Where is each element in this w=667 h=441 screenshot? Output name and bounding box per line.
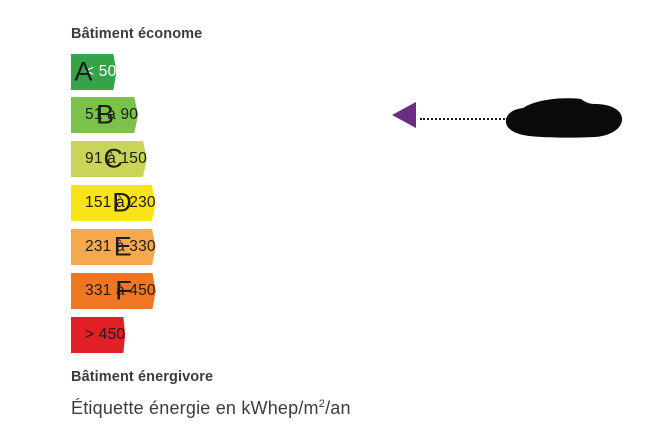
energy-bar-g[interactable]: > 450 — [71, 317, 126, 353]
bar-letter-b: B — [96, 99, 115, 130]
bar-shape-c — [71, 141, 147, 177]
bar-letter-d: D — [112, 187, 132, 218]
bar-letter-a: A — [74, 56, 93, 87]
bar-range-b: 51 à 90 — [85, 106, 139, 123]
bar-range-a: < 50 — [85, 63, 117, 80]
energy-bar-b[interactable]: 51 à 90 B — [71, 97, 139, 133]
bar-range-f: 331 à 450 — [85, 282, 156, 299]
bar-range-c: 91 à 150 — [85, 150, 147, 167]
bar-range-d: 151 à 230 — [85, 194, 156, 211]
energy-bar-d[interactable]: 151 à 230 D — [71, 185, 156, 221]
bar-shape-f — [71, 273, 156, 309]
bar-shape-e — [71, 229, 156, 265]
bar-letter-f: F — [115, 275, 132, 306]
bar-shape-b — [71, 97, 139, 133]
energy-bar-e[interactable]: 231 à 330 E — [71, 229, 156, 265]
marker-connector-line — [420, 118, 508, 120]
energy-bar-c[interactable]: 91 à 150 C — [71, 141, 147, 177]
caption-batiment-energivore: Bâtiment énergivore — [71, 369, 214, 385]
caption-unit-superscript: 2 — [318, 398, 326, 410]
energy-bar-a[interactable]: < 50 A — [71, 54, 117, 90]
energy-bar-f[interactable]: 331 à 450 F — [71, 273, 156, 309]
bar-shape-g — [71, 317, 126, 353]
caption-unit-suffix: /an — [325, 398, 351, 418]
bar-range-e: 231 à 330 — [85, 238, 156, 255]
caption-unit-prefix: Étiquette énergie en kWhep/m — [71, 398, 319, 418]
caption-unit-line: Étiquette énergie en kWhep/m2/an — [71, 398, 351, 419]
bar-shape-d — [71, 185, 156, 221]
selected-value-marker-icon — [392, 102, 416, 128]
bar-range-g: > 450 — [85, 326, 126, 343]
redacted-value-blob — [505, 98, 623, 138]
bar-shape-a — [71, 54, 117, 90]
caption-batiment-econome: Bâtiment économe — [71, 26, 203, 42]
bar-letter-e: E — [113, 231, 132, 262]
bar-letter-c: C — [103, 143, 123, 174]
